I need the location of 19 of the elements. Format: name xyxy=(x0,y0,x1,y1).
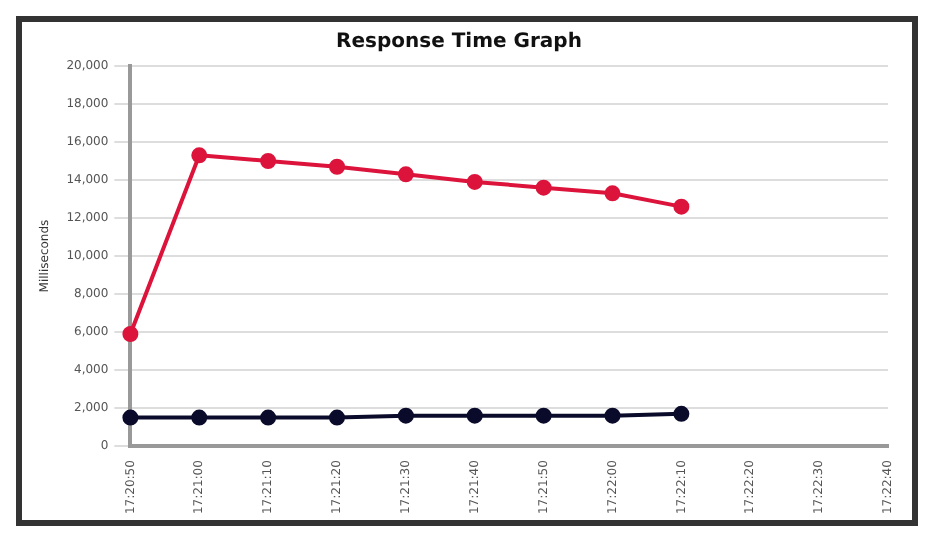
point xyxy=(260,409,277,426)
point xyxy=(397,407,414,424)
point xyxy=(466,407,483,424)
point xyxy=(604,407,621,424)
point xyxy=(122,409,139,426)
point xyxy=(466,173,483,190)
point xyxy=(260,153,277,170)
point xyxy=(191,147,208,164)
point xyxy=(191,409,208,426)
point xyxy=(673,198,690,215)
point xyxy=(535,179,552,196)
point xyxy=(673,405,690,422)
chart-title: Response Time Graph xyxy=(336,31,582,54)
point xyxy=(329,409,346,426)
point xyxy=(329,158,346,175)
point xyxy=(535,407,552,424)
point xyxy=(397,166,414,183)
point xyxy=(604,185,621,202)
point xyxy=(122,325,139,342)
